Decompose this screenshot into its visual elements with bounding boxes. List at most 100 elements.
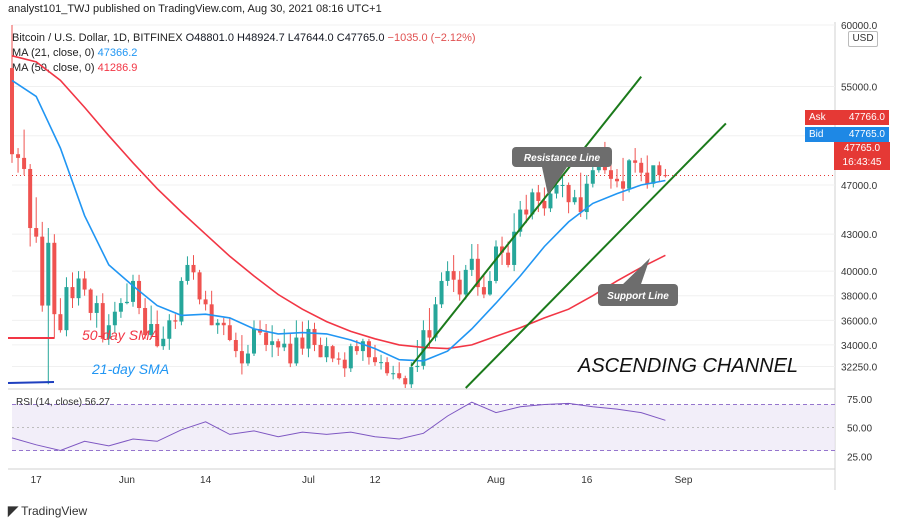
candle bbox=[185, 256, 190, 285]
rsi-tick-label: 75.00 bbox=[847, 395, 872, 406]
candle bbox=[245, 344, 250, 366]
candle bbox=[336, 352, 341, 365]
ma50-label: MA (50, close, 0) bbox=[12, 62, 95, 74]
candle bbox=[28, 164, 33, 247]
bid-label: Bid bbox=[809, 129, 824, 140]
candle-body bbox=[457, 279, 462, 295]
candle-body bbox=[645, 172, 650, 184]
candle bbox=[143, 298, 148, 339]
price-tick-label: 55000.0 bbox=[841, 83, 878, 94]
candle bbox=[270, 325, 275, 358]
candle-body bbox=[306, 328, 311, 349]
candle-body bbox=[439, 280, 444, 305]
candle-body bbox=[566, 184, 571, 203]
candle-body bbox=[572, 197, 577, 203]
candle bbox=[197, 269, 202, 305]
candle bbox=[457, 271, 462, 301]
candle bbox=[252, 320, 256, 357]
candle-body bbox=[52, 242, 57, 315]
candle bbox=[88, 288, 93, 321]
candle-body bbox=[239, 351, 244, 364]
candle bbox=[542, 187, 547, 216]
candle-body bbox=[385, 362, 390, 374]
candle bbox=[506, 241, 511, 268]
close-value: C47765.0 bbox=[336, 32, 385, 44]
candle bbox=[137, 274, 142, 315]
candle-body bbox=[542, 200, 547, 209]
last-price-value: 47765.0 bbox=[843, 143, 881, 154]
candle bbox=[155, 310, 160, 348]
candle-body bbox=[494, 246, 498, 281]
candle bbox=[312, 322, 317, 352]
candle-body bbox=[560, 184, 565, 186]
candle-body bbox=[463, 269, 468, 295]
candle bbox=[82, 271, 87, 296]
candle-body bbox=[481, 287, 486, 295]
candle-body bbox=[70, 287, 75, 299]
candle bbox=[76, 271, 81, 306]
candle bbox=[397, 362, 402, 380]
candle bbox=[215, 319, 220, 334]
candle bbox=[379, 354, 384, 370]
bid-value: 47765.0 bbox=[848, 129, 885, 140]
candle-body bbox=[578, 197, 583, 213]
ma50-value: 41286.9 bbox=[97, 62, 138, 74]
time-tick-label: Sep bbox=[675, 475, 693, 486]
tradingview-logo[interactable]: ◤ TradingView bbox=[8, 503, 87, 519]
ask-value: 47766.0 bbox=[848, 112, 885, 123]
candle-body bbox=[518, 209, 523, 232]
bar-countdown: 16:43:45 bbox=[842, 157, 882, 168]
candle-body bbox=[415, 365, 420, 368]
currency-button[interactable]: USD bbox=[848, 31, 878, 47]
candle bbox=[572, 189, 577, 205]
candle bbox=[46, 228, 51, 385]
candle-body bbox=[16, 154, 21, 158]
candle bbox=[487, 271, 492, 296]
ma50-legend[interactable]: MA (50, close, 0) 41286.9 bbox=[12, 62, 137, 74]
candle bbox=[40, 221, 45, 312]
candle-body bbox=[397, 373, 402, 379]
candle-body bbox=[10, 68, 14, 155]
candle bbox=[282, 328, 287, 352]
candle bbox=[52, 234, 57, 339]
candle bbox=[445, 261, 450, 286]
candle bbox=[22, 129, 27, 176]
symbol-line: Bitcoin / U.S. Dollar, 1D, BITFINEX O488… bbox=[12, 32, 476, 44]
change-value: −1035.0 (−2.12%) bbox=[387, 32, 476, 44]
candle-body bbox=[203, 299, 208, 305]
candle bbox=[554, 182, 559, 199]
candle-body bbox=[548, 193, 553, 209]
resistance-callout-box bbox=[512, 147, 612, 167]
candle-body bbox=[639, 162, 644, 173]
candle-body bbox=[300, 337, 305, 349]
candle bbox=[348, 343, 353, 373]
candle bbox=[167, 314, 172, 350]
ma21-legend[interactable]: MA (21, close, 0) 47366.2 bbox=[12, 47, 137, 59]
candle-body bbox=[40, 236, 45, 306]
candle bbox=[651, 165, 656, 188]
candle-body bbox=[330, 346, 335, 359]
candle-body bbox=[106, 325, 111, 339]
low-value: L47644.0 bbox=[287, 32, 334, 44]
candle bbox=[233, 332, 238, 358]
candle-body bbox=[506, 252, 511, 265]
ma21-stub bbox=[7, 381, 55, 384]
candle-body bbox=[621, 181, 626, 189]
candle-body bbox=[191, 264, 196, 273]
rsi-tick-label: 25.00 bbox=[847, 452, 872, 463]
candle-body bbox=[373, 357, 377, 363]
candle bbox=[590, 165, 595, 188]
candle-body bbox=[233, 340, 238, 352]
candle-body bbox=[342, 359, 347, 369]
candle-body bbox=[179, 280, 184, 322]
candle bbox=[239, 335, 244, 375]
candle bbox=[391, 365, 396, 380]
candle bbox=[258, 320, 263, 336]
candle-body bbox=[487, 280, 492, 295]
resistance-callout: Resistance Line bbox=[512, 147, 612, 195]
candle-body bbox=[554, 184, 559, 194]
candle bbox=[227, 317, 232, 342]
price-tick-label: 36000.0 bbox=[841, 316, 878, 327]
candle bbox=[106, 314, 111, 345]
